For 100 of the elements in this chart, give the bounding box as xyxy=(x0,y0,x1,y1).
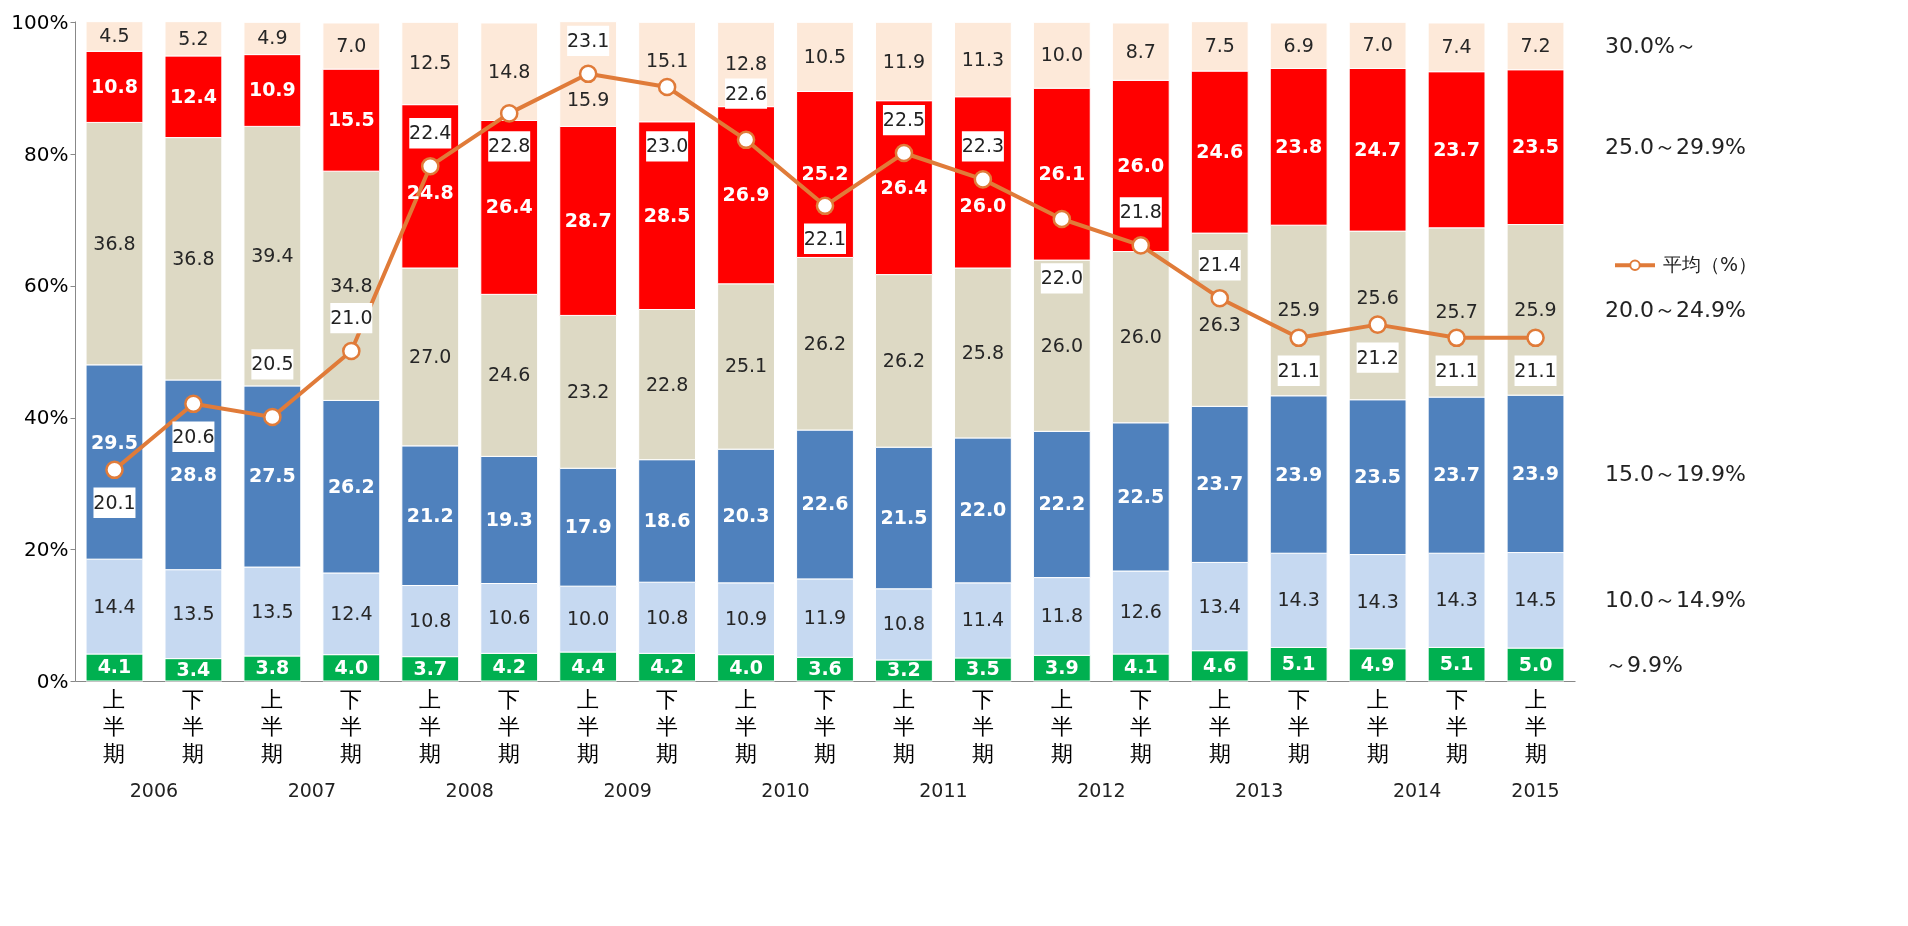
x-tick-label: 下半期 xyxy=(1287,686,1310,766)
data-label: 23.1 xyxy=(567,28,610,51)
data-label: 21.0 xyxy=(330,306,373,329)
data-label: 24.6 xyxy=(1196,140,1244,163)
series-label: ～9.9% xyxy=(1605,651,1683,677)
data-label: 18.6 xyxy=(643,508,691,531)
data-label: 25.6 xyxy=(1356,286,1399,309)
data-label: 22.0 xyxy=(1040,266,1083,289)
data-label: 13.5 xyxy=(172,602,215,625)
data-label: 12.4 xyxy=(330,601,373,624)
data-label: 3.8 xyxy=(255,656,290,679)
text: 2006 xyxy=(129,779,179,801)
point xyxy=(1131,236,1151,255)
x-tick-label: 上半期 xyxy=(892,686,915,766)
point xyxy=(1052,209,1072,229)
data-label: 14.3 xyxy=(1435,588,1478,611)
data-label: 10.0 xyxy=(567,607,610,630)
data-label: 12.8 xyxy=(724,52,768,75)
data-label: 7.5 xyxy=(1204,34,1235,57)
data-label: 15.1 xyxy=(645,48,689,71)
data-label: 23.7 xyxy=(1196,472,1244,495)
point xyxy=(499,104,519,123)
data-label: 19.3 xyxy=(485,507,533,530)
data-label: 34.8 xyxy=(330,273,373,296)
data-label: 26.2 xyxy=(803,331,847,354)
data-label: 22.8 xyxy=(488,134,531,157)
data-label: 4.9 xyxy=(257,26,288,49)
data-label: 26.0 xyxy=(959,193,1007,216)
series-label: 10.0～14.9% xyxy=(1605,587,1746,613)
y-tick-label: 40% xyxy=(24,405,69,430)
x-tick-label: 上半期 xyxy=(419,686,442,766)
data-label: 26.4 xyxy=(880,175,928,198)
point xyxy=(973,170,993,189)
y-tick-label: 80% xyxy=(24,141,69,166)
data-label: 12.6 xyxy=(1119,600,1162,623)
data-label: 10.8 xyxy=(409,609,452,632)
data-label: 10.8 xyxy=(91,74,138,97)
text: 2010 xyxy=(761,779,810,801)
point xyxy=(815,196,835,216)
legend-label: 平均（%） xyxy=(1663,253,1758,276)
data-label: 25.9 xyxy=(1277,298,1320,321)
data-label: 4.6 xyxy=(1202,653,1237,676)
text: 2014 xyxy=(1392,779,1442,801)
data-label: 25.7 xyxy=(1435,300,1478,323)
data-label: 26.3 xyxy=(1198,312,1241,335)
data-label: 23.9 xyxy=(1275,462,1323,485)
data-label: 7.0 xyxy=(1362,33,1393,56)
data-label: 27.0 xyxy=(409,344,452,367)
data-label: 28.7 xyxy=(564,208,612,231)
data-label: 26.4 xyxy=(485,195,533,218)
data-label: 22.6 xyxy=(724,81,768,104)
data-label: 4.9 xyxy=(1360,652,1395,675)
data-label: 26.9 xyxy=(722,183,770,206)
data-label: 17.9 xyxy=(564,515,612,538)
data-label: 15.5 xyxy=(327,108,375,131)
data-label: 25.2 xyxy=(801,162,849,185)
point xyxy=(184,394,203,414)
data-label: 4.4 xyxy=(571,654,605,677)
point xyxy=(105,460,124,480)
data-label: 5.0 xyxy=(1518,652,1553,675)
text: 2012 xyxy=(1077,779,1126,801)
series-label: 15.0～19.9% xyxy=(1605,460,1746,486)
data-label: 21.1 xyxy=(1514,358,1557,381)
data-label: 10.6 xyxy=(488,606,531,629)
data-label: 12.5 xyxy=(409,51,452,74)
data-label: 20.6 xyxy=(172,424,215,447)
series-label: 20.0～24.9% xyxy=(1605,296,1746,322)
data-label: 14.5 xyxy=(1514,588,1557,611)
data-label: 10.9 xyxy=(248,78,296,101)
series-label: 25.0～29.9% xyxy=(1605,134,1746,160)
data-label: 10.8 xyxy=(882,612,926,635)
x-tick-label: 下半期 xyxy=(1129,686,1152,766)
data-label: 5.1 xyxy=(1281,652,1316,675)
y-tick-label: 60% xyxy=(24,273,69,298)
data-label: 4.5 xyxy=(99,24,130,47)
data-label: 24.8 xyxy=(406,180,454,203)
data-label: 25.8 xyxy=(961,340,1005,363)
data-label: 20.1 xyxy=(93,490,136,513)
x-tick-label: 下半期 xyxy=(498,686,521,766)
data-label: 11.4 xyxy=(961,608,1005,631)
data-label: 36.8 xyxy=(172,246,215,269)
x-tick-label: 上半期 xyxy=(1208,686,1231,766)
data-label: 22.1 xyxy=(803,226,847,249)
data-label: 21.1 xyxy=(1277,358,1320,381)
data-label: 11.9 xyxy=(803,606,847,629)
data-label: 22.0 xyxy=(959,498,1007,521)
text: 2008 xyxy=(445,779,494,801)
point xyxy=(420,156,440,176)
data-label: 6.9 xyxy=(1283,33,1314,56)
data-label: 10.8 xyxy=(645,605,689,628)
x-tick-label: 上半期 xyxy=(103,686,126,766)
data-label: 21.2 xyxy=(1356,345,1399,368)
data-label: 11.9 xyxy=(882,49,926,72)
data-label: 12.4 xyxy=(169,84,217,107)
data-label: 24.6 xyxy=(488,363,531,386)
y-tick-label: 20% xyxy=(24,536,69,561)
data-label: 25.1 xyxy=(724,354,768,377)
data-label: 26.2 xyxy=(327,474,375,497)
data-label: 28.5 xyxy=(643,203,691,226)
data-label: 26.0 xyxy=(1119,325,1162,348)
